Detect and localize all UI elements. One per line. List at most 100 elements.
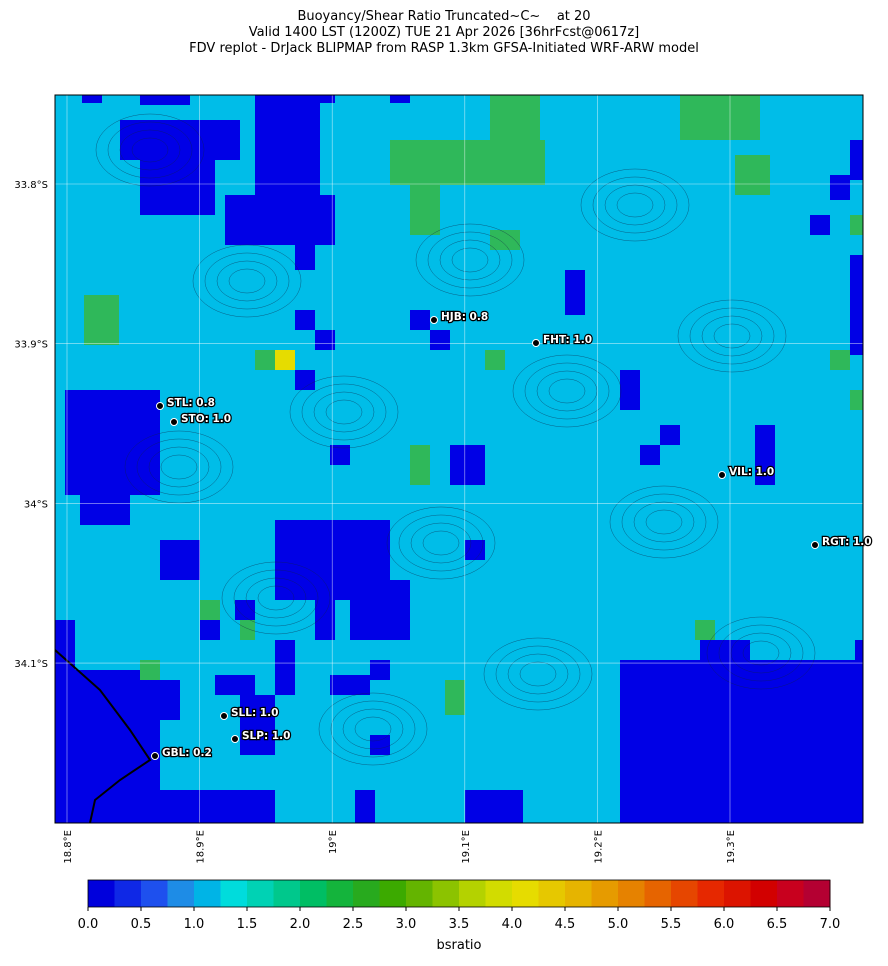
contour: [160, 454, 198, 480]
field-cell: [295, 370, 315, 390]
contour: [713, 323, 751, 349]
field-cell: [620, 370, 640, 410]
field-cell: [160, 540, 200, 580]
station-dot: [532, 339, 540, 347]
contour: [257, 585, 295, 611]
colorbar-segment: [167, 880, 195, 907]
contour: [701, 315, 763, 357]
station-label: GBL: 0.2: [162, 747, 212, 759]
field-cell: [315, 95, 335, 103]
field-cell: [390, 95, 410, 103]
colorbar-tick-label: 3.5: [449, 917, 470, 932]
field-cell: [445, 680, 465, 715]
contour: [216, 260, 278, 302]
field-cell: [370, 735, 390, 755]
colorbar-segment: [379, 880, 407, 907]
station-label: RGT: 1.0: [822, 536, 872, 548]
field-cell: [55, 620, 75, 670]
field-cell: [225, 195, 335, 245]
colorbar-segment: [114, 880, 142, 907]
contour: [604, 184, 666, 226]
colorbar-segment: [194, 880, 221, 907]
contour: [451, 247, 489, 273]
field-cell: [215, 675, 255, 695]
contour: [136, 438, 222, 496]
colorbar-segment: [750, 880, 778, 907]
contour: [119, 129, 181, 171]
contour: [718, 624, 804, 682]
colorbar-tick-label: 0.0: [78, 917, 99, 932]
field-cell: [680, 95, 760, 140]
colorbar-segment: [300, 880, 327, 907]
coastline: [55, 649, 152, 823]
colorbar-segment: [406, 880, 433, 907]
contour: [318, 692, 428, 766]
station-dot: [430, 316, 438, 324]
field-cell: [275, 640, 295, 695]
contour: [233, 569, 319, 627]
colorbar-tick-label: 0.5: [131, 917, 152, 932]
field-cell: [410, 445, 430, 485]
contour: [519, 661, 557, 687]
contour: [677, 299, 787, 373]
colorbar-segment: [538, 880, 566, 907]
field-cell: [140, 160, 215, 215]
field-cell: [700, 640, 750, 670]
contour: [204, 252, 290, 310]
colorbar-segment: [353, 880, 380, 907]
field-cell: [850, 255, 863, 355]
contour: [706, 616, 816, 690]
station-label: FHT: 1.0: [543, 334, 592, 346]
field-cell: [240, 695, 275, 755]
colorbar-segment: [644, 880, 672, 907]
field-cell: [82, 95, 102, 103]
field-cell: [330, 675, 370, 695]
colorbar-tick-label: 2.0: [290, 917, 311, 932]
field-cell: [160, 680, 180, 720]
field-cell: [855, 640, 863, 660]
colorbar-segment: [88, 880, 115, 907]
contour: [131, 137, 169, 163]
colorbar-segment: [247, 880, 274, 907]
field-cell: [660, 425, 680, 445]
contour: [301, 383, 387, 441]
contour: [354, 716, 392, 742]
colorbar-segment: [220, 880, 248, 907]
colorbar-segment: [803, 880, 831, 907]
field-cell: [255, 350, 275, 370]
colorbar-tick-label: 6.0: [714, 917, 735, 932]
field-cell: [850, 215, 863, 235]
title-line: Buoyancy/Shear Ratio Truncated~C~ at 20: [297, 9, 590, 24]
colorbar-tick-label: 3.0: [396, 917, 417, 932]
colorbar-tick-label: 5.0: [608, 917, 629, 932]
colorbar-segment: [591, 880, 619, 907]
colorbar-segment: [618, 880, 645, 907]
field-cell: [140, 95, 190, 105]
lon-tick-label: 19°E: [328, 830, 339, 854]
field-cell: [140, 660, 160, 680]
contour: [410, 522, 472, 564]
field-cell: [84, 295, 119, 345]
colorbar-segment: [326, 880, 354, 907]
contour: [580, 168, 690, 242]
field-cell: [850, 390, 863, 410]
colorbar-segment: [777, 880, 804, 907]
colorbar-segment: [671, 880, 698, 907]
contour: [536, 370, 598, 412]
lon-tick-label: 18.8°E: [63, 830, 74, 864]
map-frame: [54, 94, 864, 824]
field-cell: [370, 660, 390, 680]
field-cell: [200, 120, 240, 160]
colorbar-segment: [697, 880, 725, 907]
contour: [512, 354, 622, 428]
map-field: [55, 95, 863, 823]
field-cell: [410, 185, 440, 235]
contour: [495, 645, 581, 703]
title-line: FDV replot - DrJack BLIPMAP from RASP 1.…: [189, 41, 699, 56]
lat-tick-label: 33.8°S: [14, 180, 48, 191]
field-cell: [830, 175, 850, 200]
colorbar-tick-label: 4.5: [555, 917, 576, 932]
contour: [95, 113, 205, 187]
colorbar-segment: [512, 880, 539, 907]
